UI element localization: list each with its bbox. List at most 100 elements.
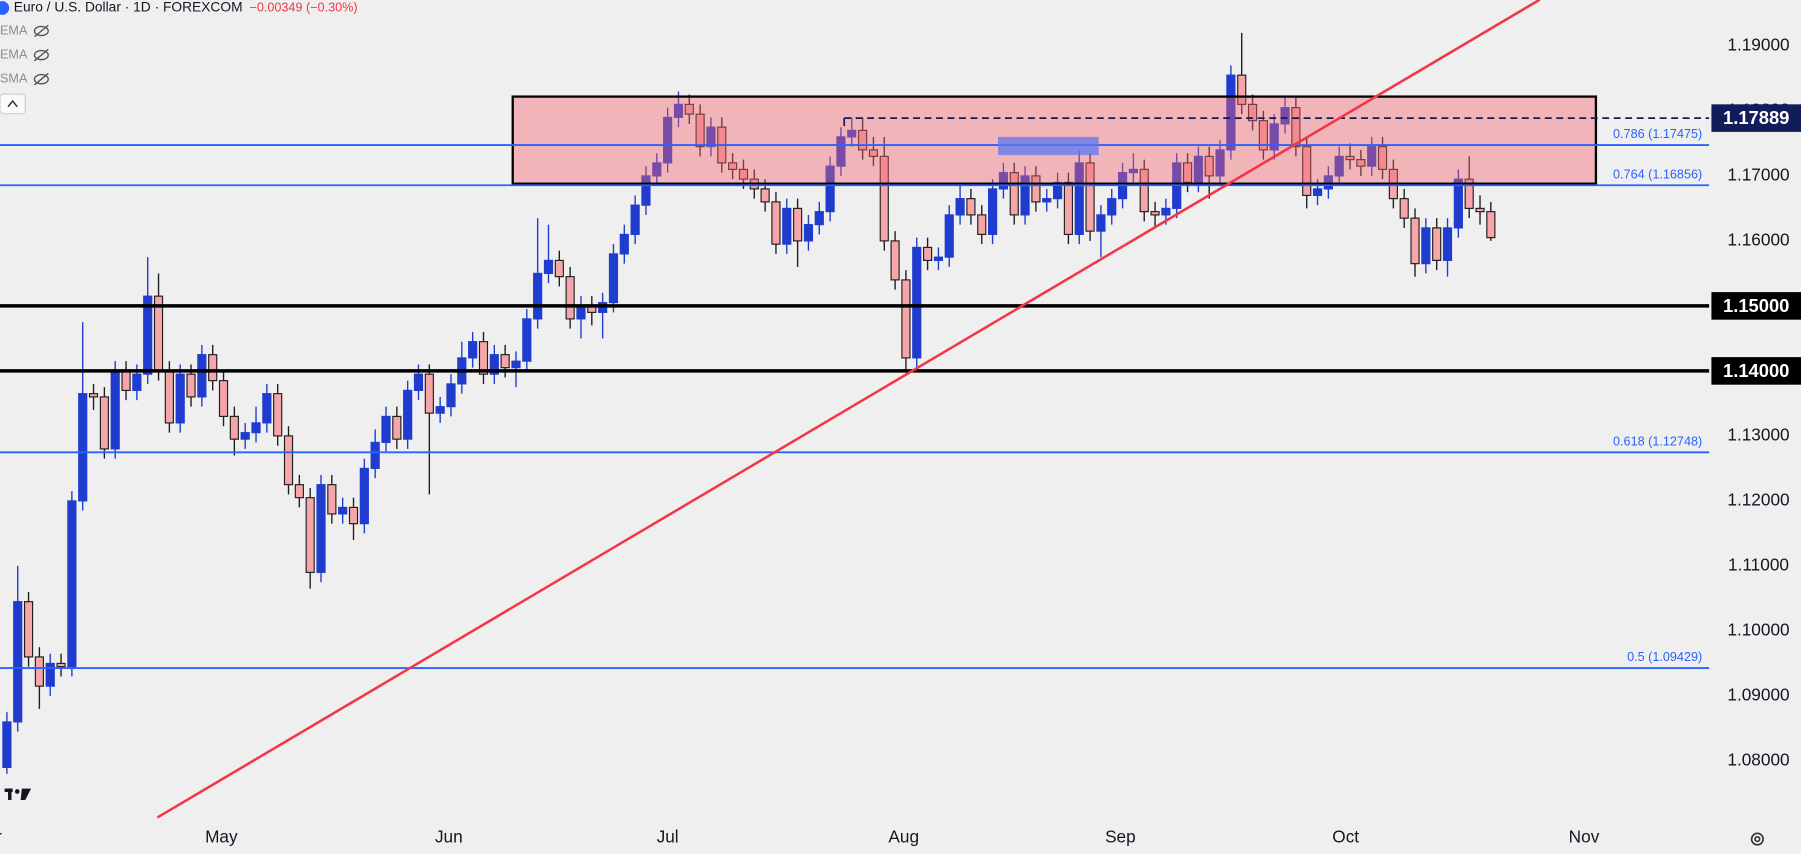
logo — [4, 788, 32, 801]
candle-body — [1204, 155, 1214, 177]
candle-body — [1432, 227, 1442, 261]
candle-body — [684, 103, 694, 115]
candle-body — [663, 116, 673, 164]
candle-body — [511, 360, 521, 369]
candle-body — [619, 233, 629, 255]
candle-body — [446, 383, 456, 408]
candle-body — [760, 188, 770, 203]
candle-body — [793, 207, 803, 242]
candle-body — [1074, 162, 1084, 235]
candle-body — [1367, 146, 1377, 167]
candle-body — [1323, 175, 1333, 190]
candle-body — [923, 246, 933, 261]
candle-body — [955, 198, 965, 216]
candle-body — [1464, 178, 1474, 209]
candle-body — [1020, 175, 1030, 216]
candle-body — [110, 370, 120, 450]
candle-body — [164, 370, 174, 424]
candle-body — [175, 373, 185, 424]
candle-body — [1237, 74, 1247, 105]
y-tick-label: 1.12000 — [1727, 489, 1789, 509]
fib-label: 0.764 (1.16856) — [1613, 167, 1702, 181]
candle-body — [489, 354, 499, 375]
price-axis: 1.08000 1.09000 1.10000 1.11000 1.12000 1.130… — [1711, 34, 1801, 769]
y-tick-label: 1.16000 — [1727, 229, 1789, 249]
candle-body — [1193, 155, 1203, 183]
candle-body — [576, 305, 586, 320]
candle-body — [673, 103, 684, 118]
candle-body — [197, 354, 207, 398]
visibility-toggle[interactable] — [33, 24, 49, 38]
candle-body — [1226, 74, 1236, 151]
candle-body — [1128, 168, 1138, 174]
y-tick-label: 1.09000 — [1727, 684, 1789, 704]
candle-body — [1291, 107, 1301, 148]
candle-body — [728, 162, 738, 170]
x-tick-label: Oct — [1332, 826, 1359, 846]
candle-body — [359, 467, 369, 525]
candle-body — [1042, 198, 1052, 203]
candle-body — [143, 295, 153, 375]
candle-body — [782, 207, 792, 245]
candle-body — [316, 484, 326, 573]
candle-body — [1421, 227, 1431, 265]
candle-body — [695, 113, 705, 148]
candle-body — [533, 272, 543, 320]
collapse-button[interactable] — [0, 93, 26, 115]
candle-body — [305, 497, 315, 573]
candle-body — [262, 393, 272, 424]
candle-body — [99, 396, 109, 450]
candle-body — [565, 276, 575, 320]
candle-body — [771, 201, 781, 245]
candle-body — [1085, 162, 1095, 232]
candle-body — [847, 129, 857, 138]
candle-body — [88, 393, 99, 398]
candle-body — [901, 279, 911, 359]
candle-body — [327, 484, 337, 515]
symbol-icon — [0, 1, 10, 15]
chart-title: Euro / U.S. Dollar · 1D · FOREXCOM — [14, 0, 243, 15]
candle-body — [1161, 207, 1171, 216]
candle-body — [944, 214, 954, 258]
price-tag-label: 1.15000 — [1723, 295, 1789, 316]
x-tick-label: Apr — [0, 826, 2, 846]
settings-button[interactable] — [1750, 832, 1764, 846]
candle-body — [251, 422, 261, 434]
candle-body — [814, 211, 824, 226]
candle-body — [370, 441, 380, 469]
candle-body — [413, 373, 424, 391]
candle-body — [1247, 103, 1258, 122]
candle-body — [1442, 227, 1453, 261]
candle-body — [1182, 162, 1193, 183]
indicator-label: EMA — [0, 23, 28, 37]
price-tag — [1711, 104, 1801, 132]
visibility-toggle[interactable] — [33, 48, 49, 62]
candle-body — [186, 373, 196, 398]
fib-label: 0.786 (1.17475) — [1613, 127, 1702, 141]
candle-body — [468, 341, 478, 359]
y-tick-label: 1.11000 — [1728, 554, 1789, 574]
candle-body — [23, 601, 34, 658]
candle-body — [273, 393, 283, 437]
candle-body — [1009, 172, 1019, 216]
candle-body — [868, 149, 879, 157]
candle-body — [45, 662, 55, 687]
candle-body — [1215, 149, 1225, 177]
visibility-toggle[interactable] — [33, 72, 49, 86]
candle-body — [1486, 211, 1496, 239]
candle-body — [933, 256, 944, 261]
candle-body — [1096, 214, 1106, 232]
candle-body — [132, 373, 142, 391]
candle-body — [1312, 188, 1323, 196]
price-change: −0.00349 (−0.30%) — [249, 0, 357, 14]
candle-body — [608, 253, 619, 304]
candle-body — [630, 204, 640, 235]
y-tick-label: 1.19000 — [1727, 34, 1789, 54]
candle-body — [218, 380, 229, 417]
candle-body — [2, 721, 12, 768]
candle-body — [543, 259, 554, 274]
candle-body — [522, 318, 532, 362]
candle-body — [1475, 207, 1485, 213]
